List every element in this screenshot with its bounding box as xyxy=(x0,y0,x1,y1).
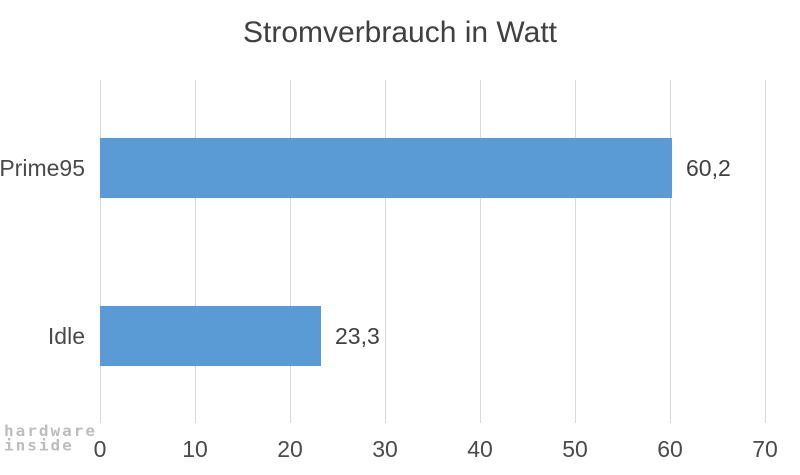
logo-text-line1: hardware xyxy=(4,421,98,440)
x-tick-label-40: 40 xyxy=(467,436,493,462)
chart-title: Stromverbrauch in Watt xyxy=(243,16,557,49)
gridline-x-20 xyxy=(290,80,291,423)
gridline-x-10 xyxy=(195,80,196,423)
logo-text-line2: inside xyxy=(4,435,74,454)
x-tick-label-30: 30 xyxy=(372,436,398,462)
gridline-x-30 xyxy=(385,80,386,423)
category-label-prime95: Prime95 xyxy=(0,154,85,181)
x-tick-label-20: 20 xyxy=(277,436,303,462)
x-tick-label-70: 70 xyxy=(752,436,778,462)
data-label-idle: 23,3 xyxy=(335,322,380,349)
x-tick-label-0: 0 xyxy=(93,436,107,462)
x-tick-label-60: 60 xyxy=(657,436,683,462)
gridline-x-70 xyxy=(765,80,766,423)
category-label-idle: Idle xyxy=(47,322,85,349)
gridline-x-60 xyxy=(670,80,671,423)
x-tick-label-10: 10 xyxy=(182,436,208,462)
gridline-x-40 xyxy=(480,80,481,423)
x-tick-label-50: 50 xyxy=(562,436,588,462)
data-label-prime95: 60,2 xyxy=(686,154,731,181)
gridline-x-0 xyxy=(100,80,101,423)
bar-idle xyxy=(100,306,321,366)
hardwareinside-logo: hardware inside xyxy=(4,421,98,454)
gridline-x-50 xyxy=(575,80,576,423)
bar-prime95 xyxy=(100,138,672,198)
